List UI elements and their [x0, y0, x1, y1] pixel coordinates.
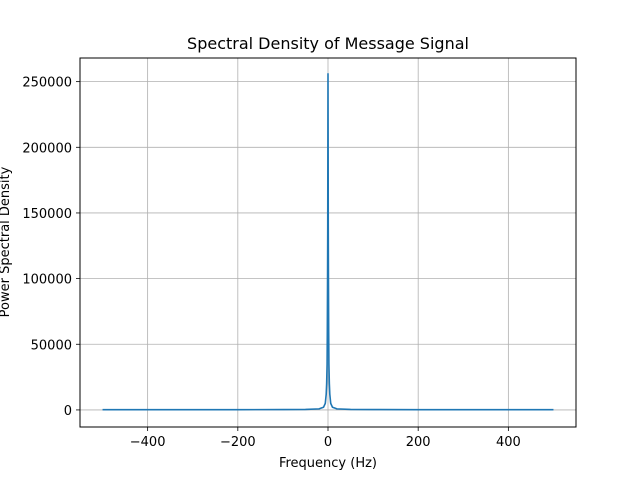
y-tick-label: 50000	[31, 338, 72, 353]
x-axis: −400 −200 0 200 400	[130, 427, 521, 450]
x-tick-label: 200	[406, 435, 431, 450]
y-axis-label: Power Spectral Density	[0, 166, 13, 317]
y-tick-label: 200000	[22, 141, 72, 156]
series-line	[102, 72, 554, 411]
series-layer	[102, 72, 554, 411]
y-axis: 0 50000 100000 150000 200000 250000	[22, 76, 80, 419]
y-tick-label: 150000	[22, 207, 72, 222]
x-tick-label: 0	[324, 435, 332, 450]
x-tick-label: −200	[220, 435, 256, 450]
x-tick-label: 400	[496, 435, 521, 450]
x-tick-label: −400	[130, 435, 166, 450]
chart-title: Spectral Density of Message Signal	[187, 34, 469, 53]
y-tick-label: 250000	[22, 76, 72, 91]
y-tick-label: 100000	[22, 273, 72, 288]
x-axis-label: Frequency (Hz)	[279, 456, 377, 471]
y-tick-label: 0	[64, 404, 72, 419]
